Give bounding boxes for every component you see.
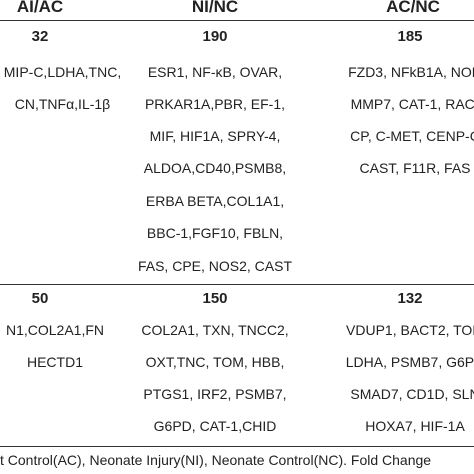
s1-col2-line: ERBA BETA,COL1A1, <box>145 193 285 209</box>
count-ac-nc-2: 132 <box>397 290 423 307</box>
s1-col2-line: MIF, HIF1A, SPRY-4, <box>149 128 281 144</box>
s1-col2-line: ESR1, NF-κB, OVAR, <box>147 64 283 80</box>
table-footnote: t Control(AC), Neonate Injury(NI), Neona… <box>0 452 432 468</box>
header-ai-ac: AI/AC <box>16 0 64 16</box>
count-ac-nc-1: 185 <box>397 28 423 45</box>
section-divider <box>0 284 474 285</box>
header-divider <box>0 20 474 21</box>
s2-col1-line: HECTD1 <box>26 354 83 370</box>
s2-col3-line: HOXA7, HIF-1A <box>365 418 465 434</box>
s1-col1-line: MIP-C,LDHA,TNC, <box>3 64 122 80</box>
s2-col3-line: VDUP1, BACT2, TOM <box>346 322 474 338</box>
s1-col3-line: FZD3, NFkB1A, NOD <box>348 64 474 80</box>
count-ni-nc-1: 190 <box>202 28 228 45</box>
s1-col2-line: FAS, CPE, NOS2, CAST <box>137 258 293 274</box>
s2-col3-line: SMAD7, CD1D, SLN <box>350 386 474 402</box>
s1-col2-line: ALDOA,CD40,PSMB8, <box>143 160 287 176</box>
s1-col2-line: PRKAR1A,PBR, EF-1, <box>144 96 286 112</box>
s2-col3-line: LDHA, PSMB7, G6PD <box>345 354 474 370</box>
table-bottom-rule <box>0 446 474 447</box>
s2-col2-line: PTGS1, IRF2, PSMB7, <box>143 386 287 402</box>
s1-col3-line: CP, C-MET, CENP-C <box>350 128 474 144</box>
count-ai-ac-2: 50 <box>31 290 49 307</box>
header-ac-nc: AC/NC <box>386 0 440 16</box>
s1-col1-line: CN,TNFα,IL-1β <box>14 96 111 112</box>
s1-col2-line: BBC-1,FGF10, FBLN, <box>146 225 284 241</box>
count-ai-ac-1: 32 <box>31 28 49 45</box>
s1-col3-line: MMP7, CAT-1, RAC- <box>350 96 474 112</box>
s2-col1-line: N1,COL2A1,FN <box>5 322 105 338</box>
s1-col3-line: CAST, F11R, FAS <box>359 160 471 176</box>
count-ni-nc-2: 150 <box>202 290 228 307</box>
header-ni-nc: NI/NC <box>191 0 239 16</box>
s2-col2-line: G6PD, CAT-1,CHID <box>153 418 277 434</box>
s2-col2-line: COL2A1, TXN, TNCC2, <box>141 322 289 338</box>
s2-col2-line: OXT,TNC, TOM, HBB, <box>145 354 285 370</box>
